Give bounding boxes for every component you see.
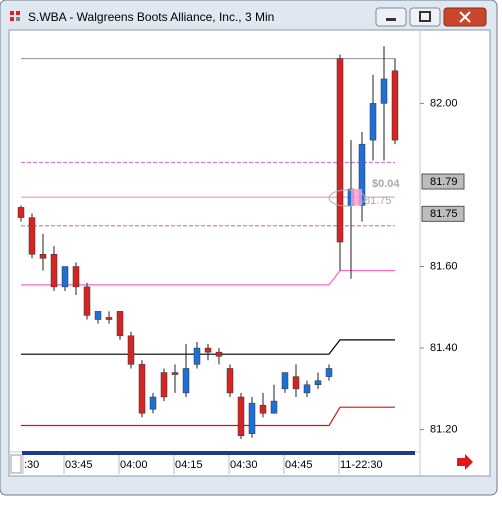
candle-body <box>116 311 124 337</box>
candle-body <box>61 266 69 288</box>
candle-body <box>226 368 234 394</box>
candle-body <box>325 368 333 377</box>
candle-body <box>292 376 300 390</box>
candle-body <box>270 400 278 414</box>
candle-body <box>72 266 80 288</box>
app-icon <box>10 11 20 21</box>
price-marker-label: 81.75 <box>430 208 458 220</box>
price-highlight-box <box>351 189 362 206</box>
y-tick-label: 81.20 <box>430 424 458 436</box>
candle-body <box>248 402 256 434</box>
indicator-line <box>21 269 395 286</box>
candle-body <box>182 368 190 394</box>
candle-body <box>17 207 25 218</box>
x-tick-label: :30 <box>24 459 39 471</box>
close-button[interactable] <box>443 7 487 27</box>
minimize-button[interactable] <box>375 7 407 27</box>
x-tick-label: 04:00 <box>120 459 148 471</box>
y-tick-label: 82.00 <box>430 97 458 109</box>
candle-body <box>281 372 289 390</box>
candle-body <box>336 58 344 243</box>
x-tick-label: 11-22:30 <box>340 459 383 471</box>
candle-body <box>215 351 223 357</box>
price-marker <box>421 173 465 190</box>
y-tick-label: 81.60 <box>430 260 458 272</box>
annotation: $0.04 <box>372 178 400 190</box>
price-marker <box>421 205 465 222</box>
window-title: S.WBA - Walgreens Boots Alliance, Inc., … <box>28 10 274 24</box>
candle-body <box>380 78 388 104</box>
candle-body <box>39 254 47 259</box>
candle-body <box>303 384 311 394</box>
candle-body <box>94 311 102 320</box>
y-tick-label: 81.40 <box>430 342 458 354</box>
annotation: 81.75 <box>364 195 392 207</box>
candle-body <box>127 335 135 365</box>
candle-body <box>237 396 245 436</box>
candle-body <box>105 317 113 320</box>
candle-body <box>369 103 377 141</box>
candle-body <box>50 254 58 288</box>
candle-body <box>391 70 399 141</box>
scroll-handle[interactable] <box>10 454 22 474</box>
candle-body <box>160 372 168 398</box>
candle-body <box>138 364 146 414</box>
chart-frame <box>8 29 491 477</box>
scrollbar[interactable] <box>22 451 415 455</box>
x-tick-label: 03:45 <box>65 459 93 471</box>
x-tick-label: 04:15 <box>175 459 203 471</box>
x-tick-label: 04:45 <box>285 459 313 471</box>
candle-body <box>28 217 36 255</box>
maximize-button[interactable] <box>409 7 441 27</box>
plot: 82.00 81.60 81.40 81.20 :30 03:45 04:00 04:15 04… <box>17 46 465 474</box>
indicator-line <box>21 406 395 427</box>
price-highlight <box>328 189 366 207</box>
candle-body <box>314 380 322 386</box>
candle-body <box>83 286 91 316</box>
price-marker-label: 81.79 <box>430 176 458 188</box>
candle-body <box>149 396 157 410</box>
candle-body <box>171 372 179 375</box>
scroll-right-arrow[interactable] <box>457 454 473 470</box>
candle-body <box>193 347 201 365</box>
x-tick-label: 04:30 <box>230 459 258 471</box>
candle-body <box>204 347 212 353</box>
candle-body <box>259 404 267 414</box>
